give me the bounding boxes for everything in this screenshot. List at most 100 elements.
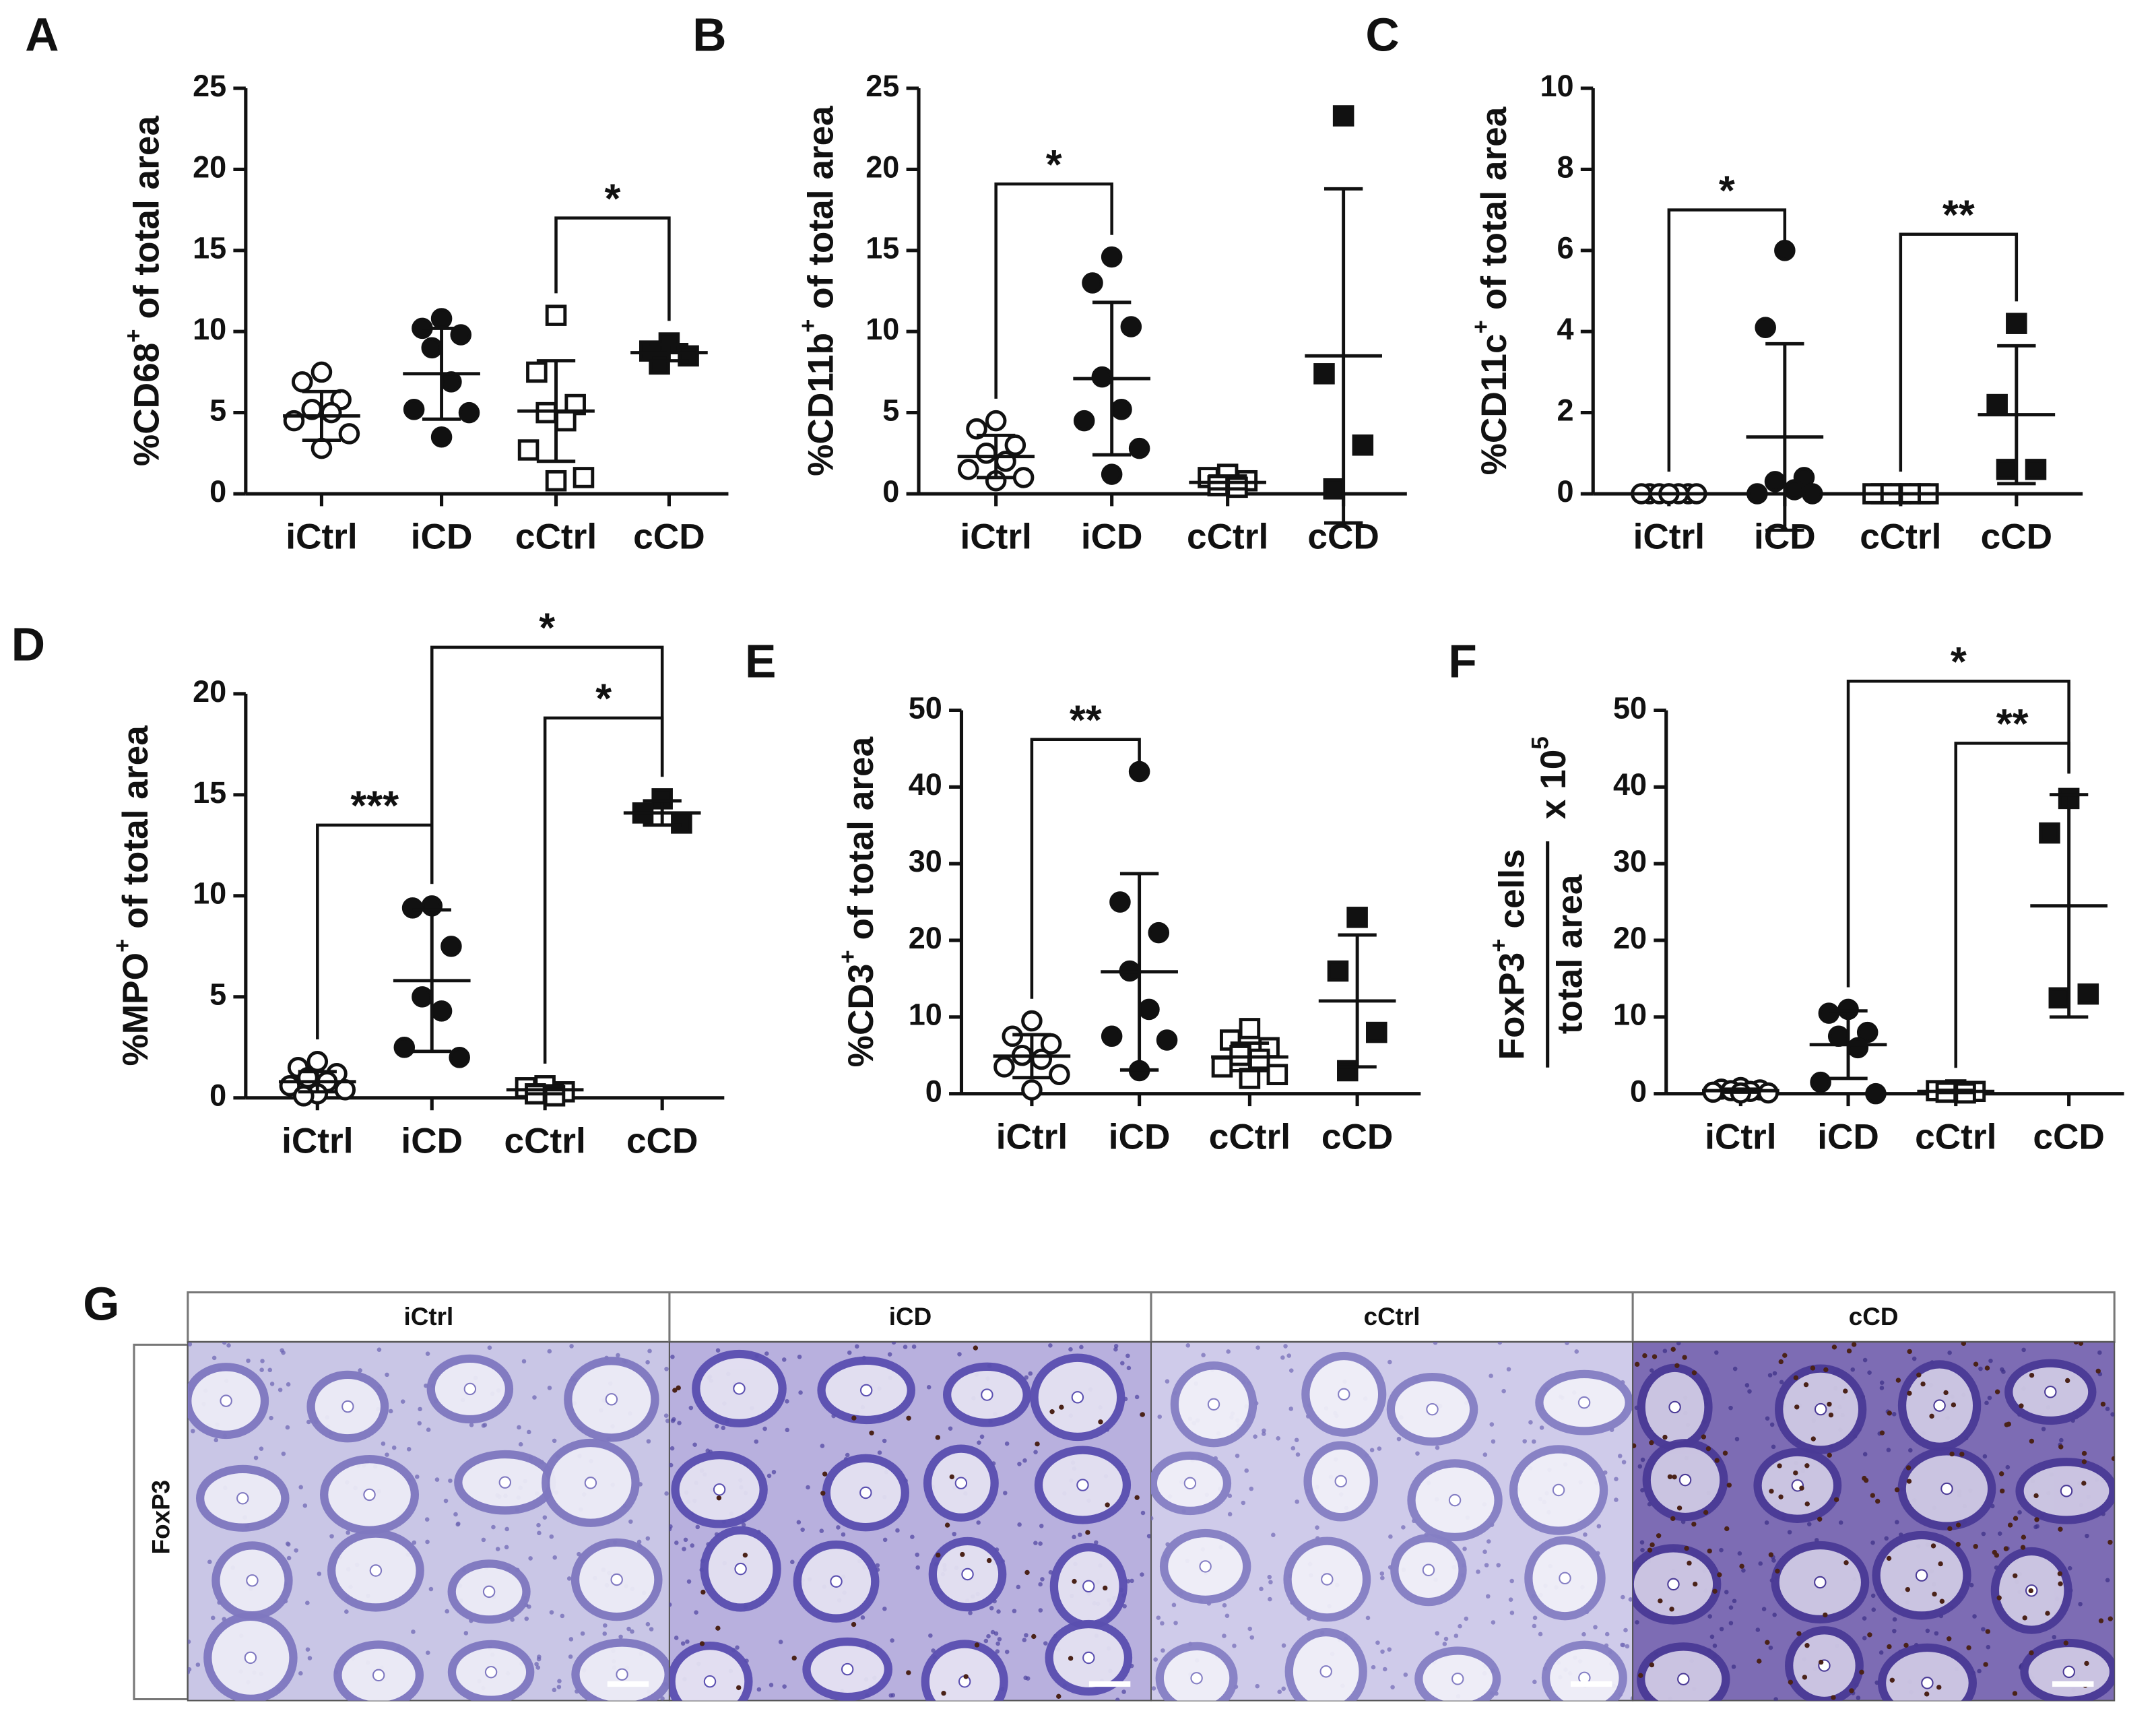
significance-label: ** (1070, 697, 1102, 743)
lumen (733, 1382, 746, 1395)
point (430, 308, 453, 329)
point (440, 371, 462, 393)
scale-bar (1570, 1681, 1612, 1687)
point (421, 337, 443, 359)
nucleus (674, 1541, 679, 1545)
nucleus (286, 1382, 291, 1387)
stained-cell (820, 1491, 826, 1496)
nucleus (674, 1636, 679, 1640)
stained-cell (1085, 1530, 1090, 1535)
stained-cell (2029, 1372, 2035, 1378)
stained-cell (1886, 1555, 1892, 1561)
stained-cell (2058, 1581, 2063, 1586)
stained-cell (716, 1495, 722, 1501)
lumen (1933, 1399, 1946, 1412)
nucleus (1614, 1497, 1619, 1502)
y-tick-label: 30 (909, 844, 942, 878)
stained-cell (1799, 1485, 1804, 1491)
stained-cell (2073, 1342, 2079, 1345)
point (2048, 987, 2070, 1009)
nucleus (569, 1344, 574, 1349)
nucleus (2052, 1635, 2057, 1640)
nucleus (1532, 1679, 1537, 1685)
stained-cell (974, 1642, 980, 1648)
point (321, 401, 342, 424)
nucleus (1295, 1499, 1299, 1504)
point (1856, 1021, 1879, 1043)
nucleus (1891, 1412, 1897, 1417)
stained-cell (1724, 1526, 1730, 1532)
lumen (220, 1394, 232, 1407)
nucleus (1415, 1451, 1420, 1456)
stained-cell (1649, 1662, 1655, 1668)
nucleus (1486, 1539, 1491, 1544)
stained-cell (1887, 1644, 1892, 1650)
point (1211, 1056, 1233, 1078)
point (1031, 1048, 1053, 1070)
nucleus (1496, 1563, 1501, 1567)
nucleus (535, 1665, 541, 1670)
nucleus (1241, 1500, 1246, 1506)
nucleus (1268, 1580, 1273, 1585)
nucleus (986, 1634, 991, 1639)
stained-cell (1849, 1688, 1854, 1693)
nucleus (1286, 1353, 1291, 1358)
nucleus (860, 1615, 865, 1620)
nucleus (1485, 1594, 1491, 1599)
nucleus (1371, 1664, 1376, 1670)
nucleus (694, 1610, 698, 1615)
nucleus (989, 1606, 994, 1611)
stained-cell (2108, 1616, 2113, 1621)
nucleus (1382, 1667, 1387, 1672)
point (2039, 822, 2060, 844)
stained-cell (2004, 1422, 2010, 1427)
nucleus (1506, 1367, 1511, 1371)
nucleus (269, 1415, 273, 1421)
nucleus (210, 1615, 216, 1621)
nucleus (735, 1645, 740, 1650)
point (1847, 1037, 1869, 1059)
point (440, 936, 462, 957)
scale-bar (607, 1681, 649, 1687)
nucleus (259, 1367, 264, 1372)
stained-cell (1804, 1643, 1810, 1648)
lumen (830, 1575, 843, 1588)
label-part: + (795, 319, 821, 333)
point (1818, 1002, 1840, 1024)
nucleus (1283, 1344, 1288, 1349)
lumen (1667, 1578, 1680, 1591)
y-tick-label: 15 (865, 231, 899, 265)
point (1784, 479, 1805, 500)
nucleus (302, 1503, 308, 1508)
nucleus (1004, 1649, 1010, 1654)
significance-bracket (1030, 738, 1141, 999)
column-label: iCtrl (404, 1303, 454, 1330)
point (1148, 922, 1170, 944)
point (1239, 1018, 1261, 1039)
nucleus (1227, 1512, 1233, 1517)
nucleus (1532, 1439, 1536, 1444)
lumen (2060, 1485, 2073, 1497)
stained-cell (1031, 1634, 1037, 1640)
lumen (1559, 1572, 1571, 1585)
nucleus (2067, 1565, 2072, 1571)
nucleus (187, 1639, 191, 1644)
stained-cell (2058, 1444, 2064, 1450)
stained-cell (1691, 1370, 1697, 1376)
nucleus (1039, 1524, 1044, 1528)
nucleus (428, 1586, 434, 1592)
stained-cell (1056, 1693, 1061, 1700)
label-part: + (121, 329, 147, 342)
nucleus (1787, 1530, 1792, 1534)
stained-cell (1870, 1493, 1876, 1498)
stained-cell (1959, 1452, 1965, 1457)
stained-cell (1843, 1388, 1848, 1394)
y-tick-label: 10 (909, 998, 942, 1032)
nucleus (226, 1343, 231, 1348)
nucleus (1161, 1648, 1165, 1653)
point (1366, 1021, 1387, 1043)
nucleus (847, 1350, 852, 1355)
label-part: %CD68 (127, 343, 167, 466)
nucleus (298, 1485, 303, 1490)
nucleus (286, 1555, 292, 1561)
